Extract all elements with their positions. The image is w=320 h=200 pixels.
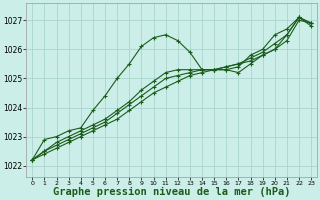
X-axis label: Graphe pression niveau de la mer (hPa): Graphe pression niveau de la mer (hPa): [53, 187, 291, 197]
